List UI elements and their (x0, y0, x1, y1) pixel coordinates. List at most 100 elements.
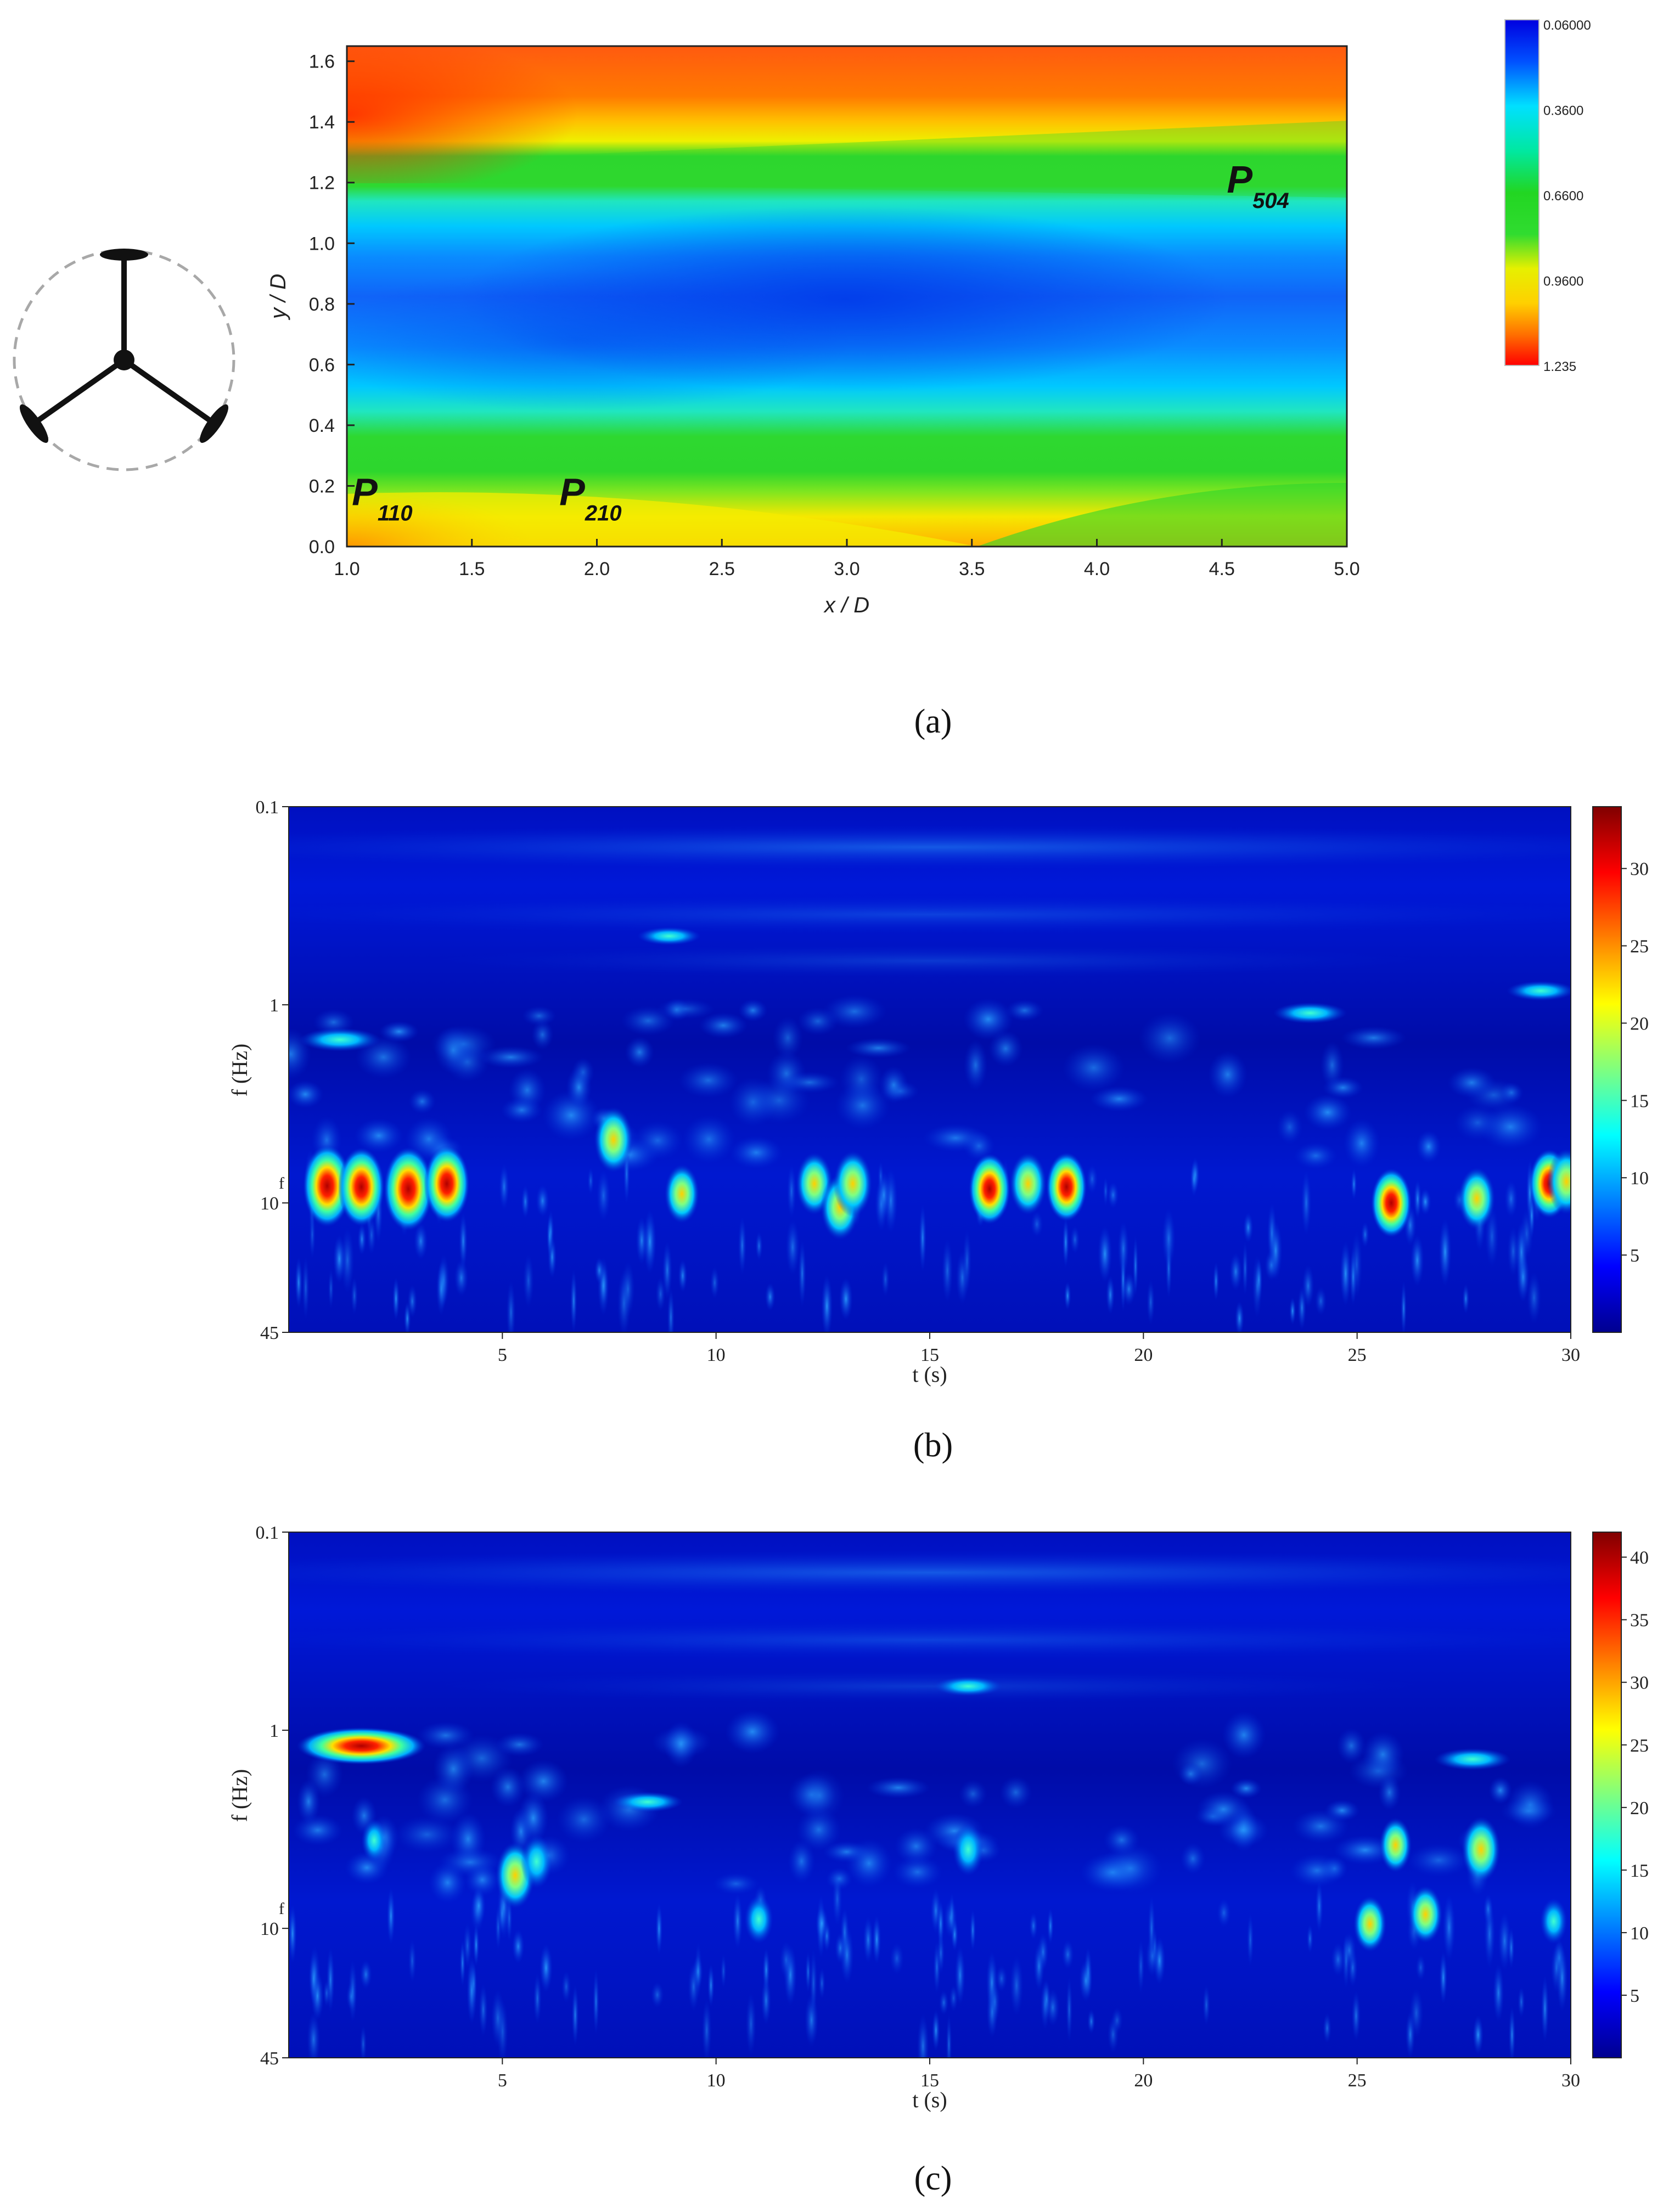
background-cell (664, 998, 690, 1021)
background-cell (1341, 1026, 1406, 1050)
background-streak (1473, 2015, 1484, 2055)
hotspot (383, 1146, 434, 1231)
background-streak (878, 1161, 884, 1191)
y-tick-label: 1.2 (309, 173, 335, 194)
background-streak (357, 1223, 367, 1256)
background-streak (989, 1981, 1001, 2023)
background-streak (594, 1257, 604, 1284)
background-cell (1276, 1110, 1303, 1145)
y-tick-label: 45 (260, 2048, 279, 2069)
panel-a: 1.0 1.5 2.0 2.5 3.0 3.5 4.0 4.5 5.0 0.0 0.2 0.4 0.6 0… (13, 18, 1591, 740)
y-tick-label: 1.0 (309, 233, 335, 254)
annotation-p210: P210 (559, 471, 621, 526)
background-cell (713, 1872, 759, 1895)
background-streak (1315, 1881, 1323, 1932)
background-cell (682, 1115, 735, 1164)
background-cell (501, 1097, 543, 1123)
background-cell (289, 1080, 324, 1108)
background-streak (1349, 1248, 1357, 1305)
hotspot (637, 927, 701, 945)
background-streak (346, 1982, 356, 2011)
hotspot (1458, 1167, 1496, 1230)
hotspot (424, 1145, 470, 1223)
background-streak (1107, 1181, 1119, 1208)
background-streak (408, 1939, 417, 1983)
x-tick-label: 20 (1134, 1345, 1153, 1365)
background-cell (795, 1770, 845, 1821)
background-streak (499, 1164, 509, 1210)
background-streak (1351, 1990, 1361, 2041)
hotspot (833, 1150, 873, 1217)
background-streak (1243, 1212, 1254, 1243)
background-streak (1306, 1924, 1313, 1954)
background-cell (678, 1062, 738, 1099)
background-streak (1252, 1254, 1262, 1319)
background-cell (1005, 999, 1044, 1022)
background-streak (1409, 1988, 1424, 2039)
background-cell (846, 1038, 911, 1059)
background-streak (1410, 1234, 1424, 1286)
background-streak (1235, 1301, 1244, 1332)
background-streak (536, 1184, 549, 1217)
background-streak (1498, 1912, 1512, 1970)
x-tick-label: 2.5 (709, 559, 735, 579)
y-tick-label: 0.8 (309, 294, 335, 315)
background-cell (1479, 1104, 1542, 1150)
background-streak (1484, 1900, 1496, 1968)
background-streak (779, 1940, 793, 1979)
hotspot (296, 1727, 426, 1765)
colorbar-label: 30 (1630, 1673, 1649, 1693)
background-cell (1343, 1118, 1380, 1168)
colorbar-label: 5 (1630, 1986, 1639, 2006)
colorbar-label: 0.9600 (1543, 274, 1583, 289)
background-streak (392, 1277, 400, 1320)
annotation-p110: P110 (352, 471, 412, 526)
background-streak (1401, 1281, 1407, 1332)
background-cell (1336, 1727, 1366, 1764)
background-cell (772, 1016, 803, 1060)
background-streak (621, 1261, 635, 1317)
background-streak (413, 1223, 428, 1260)
background-cell (518, 1792, 549, 1844)
x-tick-label: 3.0 (834, 559, 859, 579)
background-streak (937, 1932, 945, 1974)
colorbar-label: 0.3600 (1543, 104, 1583, 119)
x-tick-label: 4.5 (1209, 559, 1235, 579)
colorbar-c (1592, 1532, 1622, 2058)
hotspot (1009, 1152, 1047, 1215)
scalogram-b (289, 807, 1571, 1332)
background-streak (1148, 1895, 1155, 1962)
background-streak (890, 1943, 904, 1974)
background-streak (333, 1235, 346, 1284)
background-streak (403, 1302, 411, 1332)
background-streak (1029, 1912, 1038, 1940)
background-streak (655, 1903, 663, 1955)
background-streak (1439, 1218, 1452, 1286)
background-streak (810, 1949, 818, 2017)
background-streak (459, 1212, 468, 1270)
colorbar-label: 0.06000 (1543, 18, 1591, 33)
background-streak (701, 1999, 712, 2058)
annotation-subscript: 210 (585, 502, 622, 526)
background-streak (1323, 2013, 1331, 2044)
contour-field (347, 46, 1347, 547)
background-cell (522, 1006, 557, 1026)
background-cell (866, 1777, 930, 1799)
colorbar-label: 40 (1630, 1548, 1649, 1568)
annotation-subscript: 504 (1252, 189, 1289, 213)
background-streak (1217, 1898, 1231, 1927)
colorbar-label: 30 (1630, 859, 1649, 880)
background-cell (846, 1838, 892, 1888)
background-streak (454, 1259, 469, 1297)
background-cell (1378, 1774, 1401, 1811)
hotspot (1353, 1895, 1387, 1952)
axis-ticks-b: 5 10 15 20 25 30 0.1 1 10 45 (256, 797, 1581, 1365)
background-streak (1556, 1944, 1568, 2012)
background-cell (1222, 1711, 1266, 1759)
x-tick-label: 10 (707, 1345, 726, 1365)
background-streak (785, 1219, 800, 1276)
background-streak (1508, 2006, 1516, 2058)
background-streak (1033, 1942, 1044, 1991)
background-streak (561, 1971, 571, 2003)
